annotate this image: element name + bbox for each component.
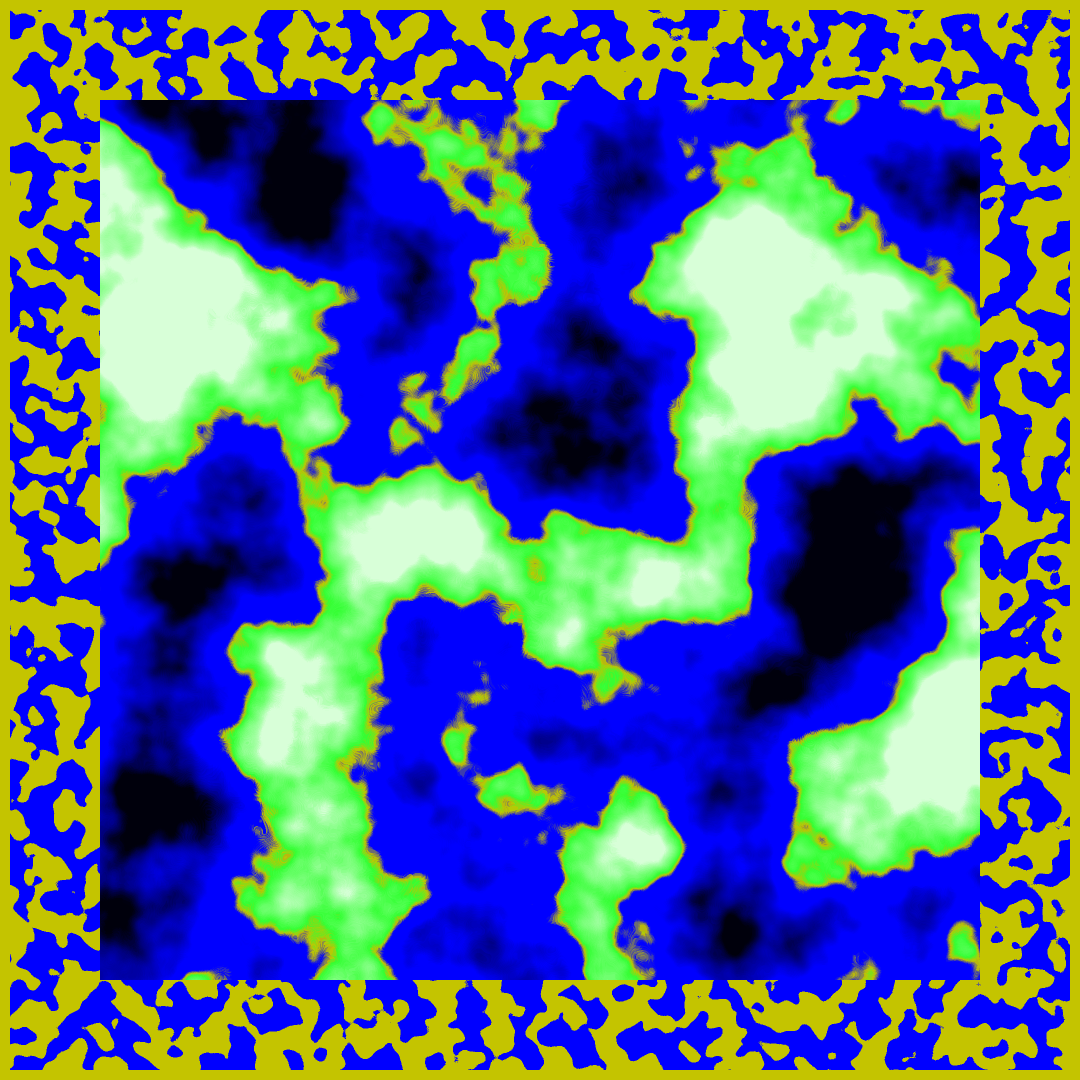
terrain (100, 100, 980, 980)
